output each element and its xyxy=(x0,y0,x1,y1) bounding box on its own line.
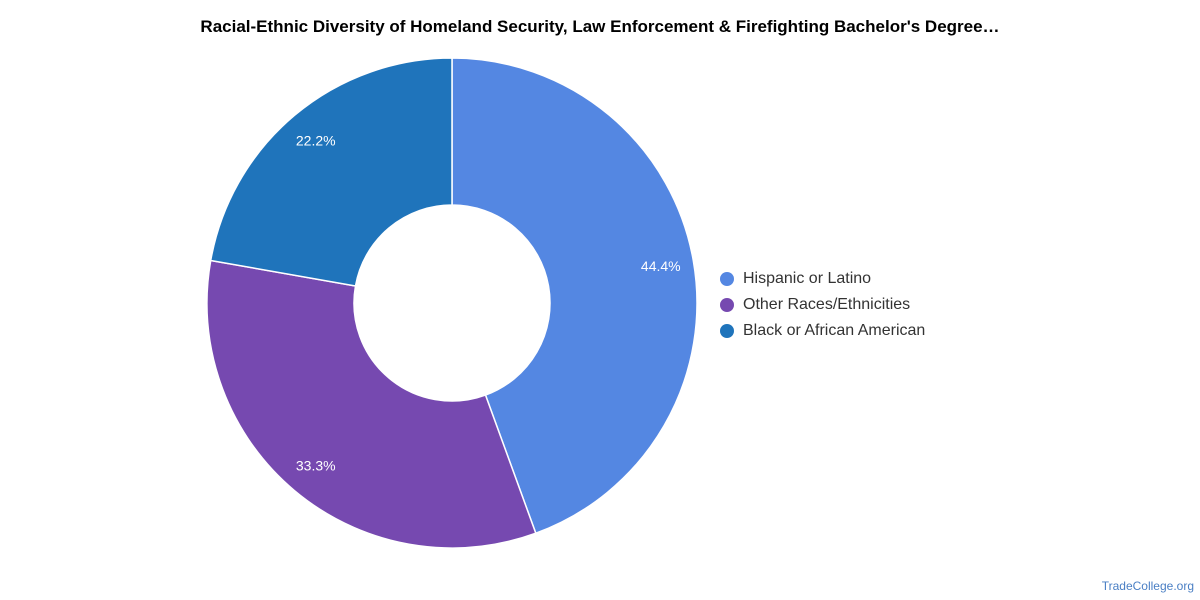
legend-swatch-2 xyxy=(720,324,734,338)
slices-group xyxy=(206,57,698,549)
source-credit[interactable]: TradeCollege.org xyxy=(1101,579,1194,593)
chart-title: Racial-Ethnic Diversity of Homeland Secu… xyxy=(200,17,1000,36)
legend-item-1[interactable]: Other Races/Ethnicities xyxy=(720,292,925,318)
labels-group: 44.4% 33.3% 22.2% xyxy=(296,133,681,474)
legend-label-0: Hispanic or Latino xyxy=(743,270,872,287)
legend-label-2: Black or African American xyxy=(743,322,926,339)
legend-swatch-0 xyxy=(720,272,734,286)
slice-2[interactable] xyxy=(209,57,453,287)
slice-label-2: 22.2% xyxy=(296,133,336,149)
slice-label-0: 44.4% xyxy=(641,258,681,274)
legend: Hispanic or Latino Other Races/Ethnicitie… xyxy=(720,266,925,344)
legend-label-1: Other Races/Ethnicities xyxy=(743,296,911,313)
legend-swatch-1 xyxy=(720,298,734,312)
slice-label-1: 33.3% xyxy=(296,457,336,473)
legend-item-2[interactable]: Black or African American xyxy=(720,318,925,344)
legend-item-0[interactable]: Hispanic or Latino xyxy=(720,266,925,292)
slice-0[interactable] xyxy=(451,57,698,535)
slice-1[interactable] xyxy=(206,259,537,549)
